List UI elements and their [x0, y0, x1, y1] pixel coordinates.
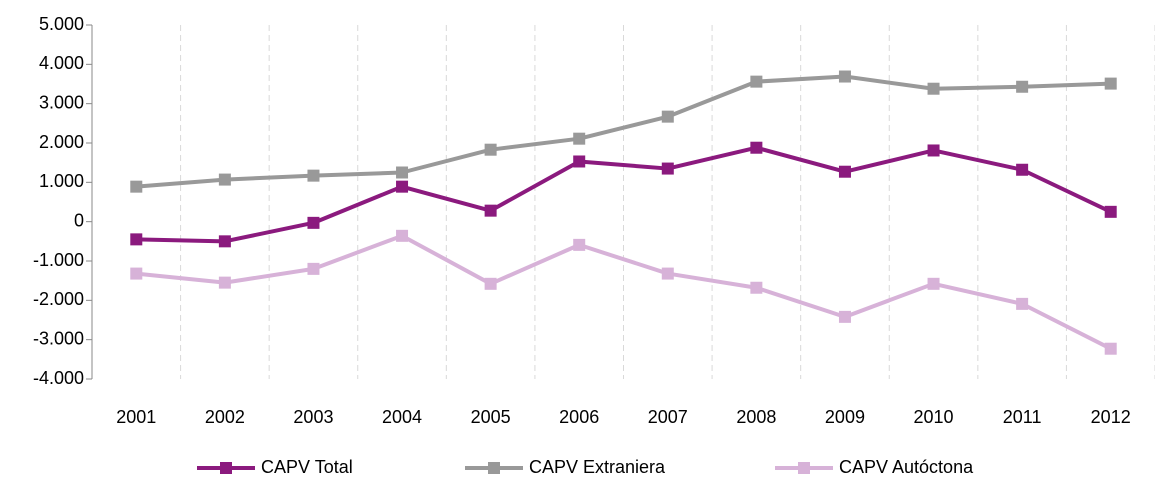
point-marker — [927, 277, 940, 290]
legend-marker — [798, 462, 810, 474]
x-tick-label: 2002 — [205, 407, 245, 427]
point-marker — [130, 233, 143, 246]
point-marker — [484, 143, 497, 156]
point-marker — [307, 262, 320, 275]
point-marker — [661, 162, 674, 175]
legend-marker — [220, 462, 232, 474]
x-tick-label: 2011 — [1003, 407, 1042, 427]
point-marker — [218, 235, 231, 248]
point-marker — [218, 276, 231, 289]
y-tick-label: 5.000 — [39, 14, 84, 34]
point-marker — [1104, 342, 1117, 355]
point-marker — [573, 155, 586, 168]
point-marker — [661, 267, 674, 280]
legend-label: CAPV Total — [261, 457, 353, 477]
x-tick-label: 2006 — [559, 407, 599, 427]
point-marker — [838, 70, 851, 83]
y-tick-label: -1.000 — [33, 250, 84, 270]
y-tick-label: 4.000 — [39, 53, 84, 73]
point-marker — [750, 141, 763, 154]
x-tick-label: 2003 — [293, 407, 333, 427]
y-tick-label: 0 — [74, 210, 84, 230]
point-marker — [1104, 205, 1117, 218]
point-marker — [218, 173, 231, 186]
series-line — [136, 233, 1112, 351]
point-marker — [1016, 80, 1029, 93]
point-marker — [927, 144, 940, 157]
x-tick-label: 2007 — [648, 407, 688, 427]
series-line — [136, 74, 1111, 189]
point-marker — [307, 169, 320, 182]
series-line — [136, 145, 1112, 244]
point-marker — [484, 204, 497, 217]
point-marker — [307, 216, 320, 229]
point-marker — [838, 310, 851, 323]
y-tick-label: 3.000 — [39, 92, 84, 112]
x-tick-label: 2004 — [382, 407, 422, 427]
point-marker — [396, 180, 409, 193]
point-marker — [130, 180, 143, 193]
y-tick-label: -3.000 — [33, 328, 84, 348]
legend-label: CAPV Autóctona — [839, 457, 974, 477]
x-tick-label: 2001 — [116, 407, 156, 427]
y-tick-label: -4.000 — [33, 368, 84, 388]
legend-label: CAPV Extraniera — [529, 457, 666, 477]
point-marker — [573, 238, 586, 251]
point-marker — [750, 75, 763, 88]
point-marker — [927, 82, 940, 95]
point-marker — [396, 229, 409, 242]
legend-marker — [488, 462, 500, 474]
x-tick-label: 2012 — [1091, 407, 1131, 427]
point-marker — [750, 281, 763, 294]
x-tick-label: 2009 — [825, 407, 865, 427]
point-marker — [1016, 163, 1029, 176]
y-tick-label: 1.000 — [39, 171, 84, 191]
y-tick-label: 2.000 — [39, 132, 84, 152]
y-tick-label: -2.000 — [33, 289, 84, 309]
x-tick-label: 2008 — [736, 407, 776, 427]
point-marker — [130, 267, 143, 280]
x-tick-label: 2005 — [471, 407, 511, 427]
point-marker — [396, 166, 409, 179]
point-marker — [1104, 77, 1117, 90]
point-marker — [573, 132, 586, 145]
point-marker — [1016, 297, 1029, 310]
point-marker — [661, 110, 674, 123]
x-tick-label: 2010 — [914, 407, 954, 427]
point-marker — [838, 165, 851, 178]
point-marker — [484, 277, 497, 290]
